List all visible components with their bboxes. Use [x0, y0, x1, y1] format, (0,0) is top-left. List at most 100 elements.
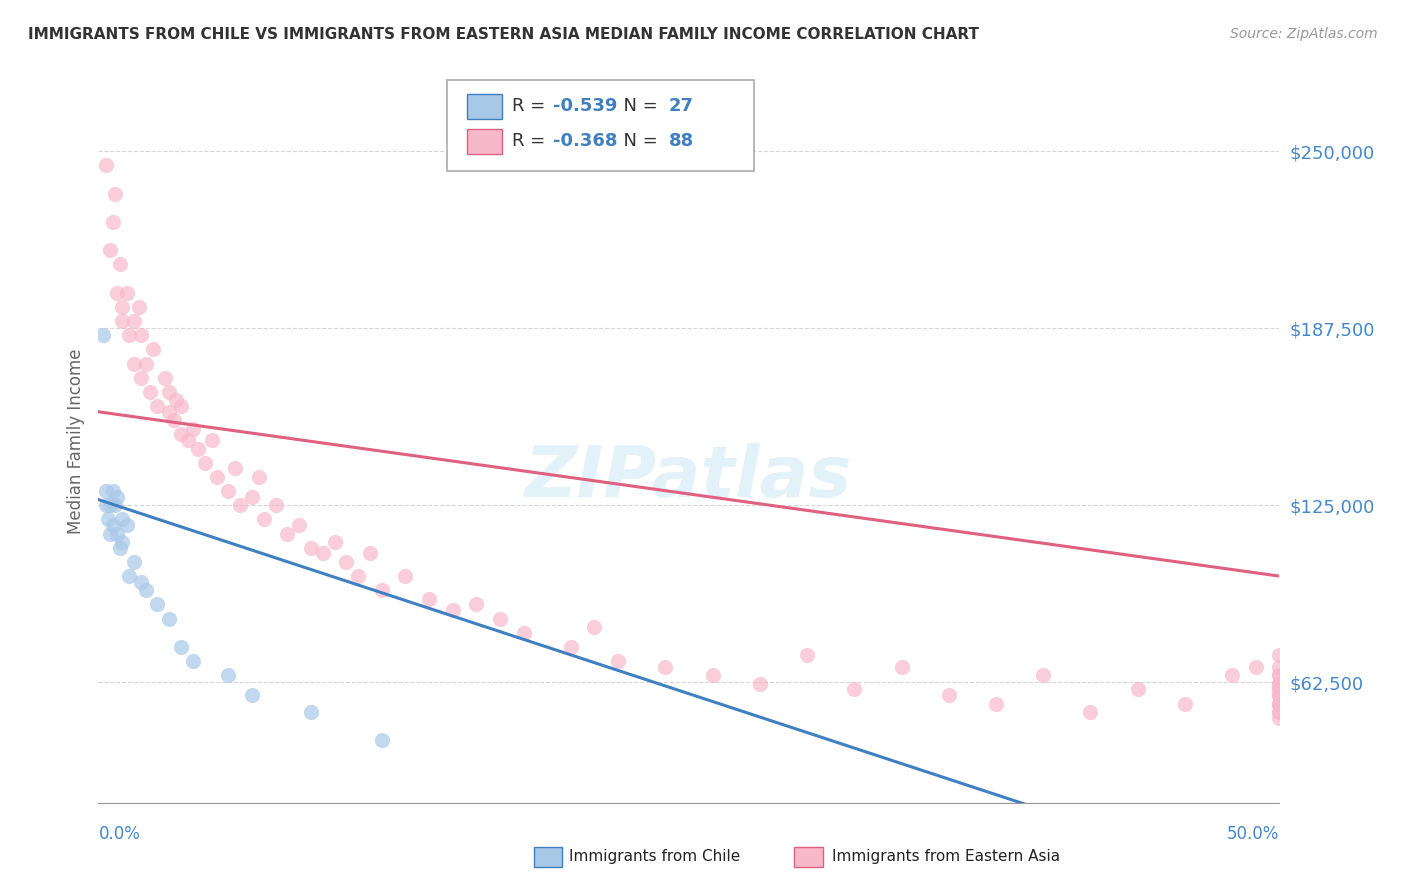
- Point: [1268, 697, 1291, 711]
- Point: [115, 518, 138, 533]
- Text: 27: 27: [669, 97, 695, 115]
- Point: [94, 158, 117, 172]
- Point: [299, 541, 322, 555]
- Point: [247, 470, 270, 484]
- Text: 50.0%: 50.0%: [1227, 825, 1279, 844]
- Point: [122, 555, 145, 569]
- Text: R =: R =: [512, 132, 551, 150]
- Point: [91, 328, 114, 343]
- Text: IMMIGRANTS FROM CHILE VS IMMIGRANTS FROM EASTERN ASIA MEDIAN FAMILY INCOME CORRE: IMMIGRANTS FROM CHILE VS IMMIGRANTS FROM…: [28, 27, 979, 42]
- Point: [1220, 668, 1243, 682]
- Point: [229, 498, 252, 512]
- Point: [938, 688, 960, 702]
- Point: [205, 470, 228, 484]
- Text: ZIPatlas: ZIPatlas: [526, 443, 852, 512]
- Point: [122, 314, 145, 328]
- Text: 0.0%: 0.0%: [98, 825, 141, 844]
- Point: [844, 682, 866, 697]
- Point: [157, 612, 180, 626]
- Point: [108, 541, 131, 555]
- Point: [94, 484, 117, 499]
- Point: [702, 668, 724, 682]
- Point: [240, 688, 263, 702]
- Point: [1268, 688, 1291, 702]
- Point: [104, 498, 127, 512]
- Point: [1268, 705, 1291, 719]
- Point: [489, 612, 512, 626]
- Point: [1080, 705, 1102, 719]
- Point: [194, 456, 217, 470]
- Point: [323, 535, 346, 549]
- Point: [101, 215, 124, 229]
- Point: [146, 598, 169, 612]
- Point: [560, 640, 582, 654]
- Point: [1268, 697, 1291, 711]
- Point: [118, 328, 141, 343]
- Text: R =: R =: [512, 97, 551, 115]
- Y-axis label: Median Family Income: Median Family Income: [66, 349, 84, 534]
- Point: [163, 413, 186, 427]
- Point: [153, 371, 176, 385]
- Point: [129, 328, 152, 343]
- Point: [118, 569, 141, 583]
- Point: [654, 660, 676, 674]
- Point: [890, 660, 912, 674]
- Point: [607, 654, 630, 668]
- Point: [108, 257, 131, 271]
- Point: [111, 300, 134, 314]
- Point: [264, 498, 287, 512]
- Point: [394, 569, 416, 583]
- Point: [105, 490, 128, 504]
- Point: [1244, 660, 1267, 674]
- Point: [1032, 668, 1054, 682]
- Point: [276, 526, 298, 541]
- Point: [240, 490, 263, 504]
- Point: [217, 484, 239, 499]
- Point: [157, 384, 180, 399]
- Point: [170, 427, 193, 442]
- Point: [1268, 677, 1291, 691]
- Point: [1268, 682, 1291, 697]
- Point: [299, 705, 322, 719]
- Point: [1126, 682, 1149, 697]
- Point: [94, 498, 117, 512]
- Point: [98, 244, 121, 258]
- Point: [115, 285, 138, 300]
- Point: [181, 654, 204, 668]
- Point: [111, 314, 134, 328]
- Point: [98, 498, 121, 512]
- Point: [1268, 697, 1291, 711]
- Point: [105, 285, 128, 300]
- Text: -0.539: -0.539: [553, 97, 617, 115]
- Point: [1268, 688, 1291, 702]
- Point: [105, 526, 128, 541]
- Point: [157, 405, 180, 419]
- Point: [583, 620, 606, 634]
- Point: [177, 433, 200, 447]
- FancyBboxPatch shape: [467, 94, 502, 120]
- Point: [1268, 648, 1291, 663]
- Point: [170, 399, 193, 413]
- Point: [128, 300, 150, 314]
- Point: [312, 546, 335, 560]
- Point: [170, 640, 193, 654]
- Point: [224, 461, 246, 475]
- Point: [122, 357, 145, 371]
- Point: [217, 668, 239, 682]
- Point: [97, 512, 120, 526]
- Point: [146, 399, 169, 413]
- Point: [441, 603, 464, 617]
- Point: [371, 733, 394, 747]
- Point: [201, 433, 224, 447]
- Point: [101, 518, 124, 533]
- Point: [748, 677, 770, 691]
- Text: 88: 88: [669, 132, 695, 150]
- Point: [98, 526, 121, 541]
- Point: [335, 555, 357, 569]
- Point: [135, 357, 157, 371]
- Point: [347, 569, 370, 583]
- Point: [104, 186, 127, 201]
- Text: N =: N =: [612, 97, 664, 115]
- Point: [359, 546, 381, 560]
- Point: [111, 535, 134, 549]
